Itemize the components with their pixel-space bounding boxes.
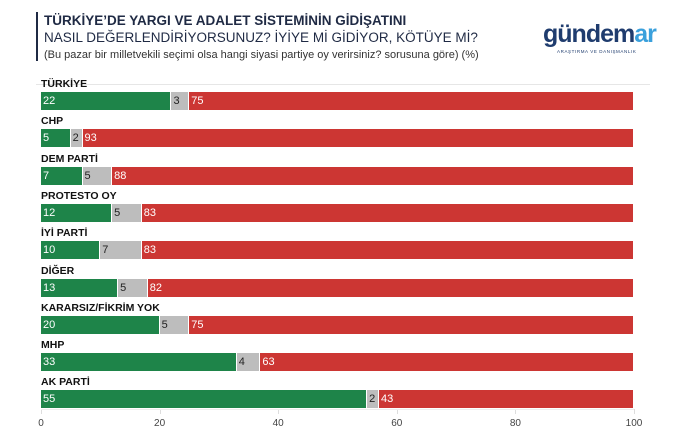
gundemar-logo: gündemar ARAŞTIRMA VE DANIŞMANLIK [543, 20, 657, 54]
chart-header: TÜRKİYE’DE YARGI VE ADALET SİSTEMİNİN Gİ… [36, 12, 524, 61]
x-tick-mark [41, 409, 42, 414]
bar-neutral: 2 [70, 129, 82, 148]
bar-negative: 75 [189, 92, 633, 110]
bar-neutral: 5 [118, 278, 147, 297]
category-label: CHP [41, 115, 64, 128]
x-tick-mark [159, 409, 161, 414]
x-tick-label: 0 [38, 418, 44, 429]
bar-positive: 12 [41, 203, 112, 222]
category-label: İYİ PARTİ [41, 227, 88, 240]
title-bold: TÜRKİYE’DE YARGI VE ADALET SİSTEMİNİN Gİ… [44, 13, 407, 28]
bar-negative: 83 [141, 203, 633, 222]
bar-negative: 63 [260, 353, 633, 372]
chart-subtitle: (Bu pazar bir milletvekili seçimi olsa h… [44, 49, 479, 61]
logo-main: gündem [543, 20, 635, 48]
category-label: KARARSIZ/FİKRİM YOK [41, 301, 160, 314]
x-tick-mark [278, 409, 280, 414]
header-divider [36, 84, 650, 85]
category-label: TÜRKİYE [41, 78, 88, 90]
x-axis [41, 409, 634, 410]
bar-negative: 43 [379, 390, 633, 409]
bar-neutral: 4 [236, 353, 260, 372]
bar-negative: 82 [147, 278, 633, 297]
x-tick-mark [396, 409, 398, 414]
title-rest: NASIL DEĞERLENDİRİYORSUNUZ? İYİYE Mİ GİD… [44, 30, 478, 45]
bar-positive: 55 [41, 390, 367, 409]
bar-neutral: 5 [82, 166, 112, 185]
bar-neutral: 5 [159, 315, 189, 334]
bar-positive: 7 [41, 166, 82, 185]
bar-negative: 83 [141, 241, 633, 260]
bar-neutral: 7 [100, 241, 141, 260]
bar-negative: 93 [82, 129, 633, 148]
bar-positive: 20 [41, 315, 159, 334]
bar-neutral: 3 [171, 92, 189, 110]
bar-negative: 75 [189, 315, 633, 334]
x-tick-label: 100 [625, 418, 643, 429]
category-label: AK PARTİ [41, 376, 90, 389]
bar-positive: 13 [41, 278, 118, 297]
bar-negative: 88 [112, 166, 633, 185]
bar-positive: 22 [41, 92, 171, 110]
logo-tagline: ARAŞTIRMA VE DANIŞMANLIK [557, 49, 637, 54]
x-tick-label: 60 [391, 418, 403, 429]
bar-neutral: 5 [112, 203, 141, 222]
logo-accent: ar [634, 20, 657, 48]
bar-positive: 10 [41, 241, 100, 260]
x-tick-mark [634, 409, 635, 414]
chart-title: TÜRKİYE’DE YARGI VE ADALET SİSTEMİNİN Gİ… [44, 12, 524, 46]
category-label: MHP [41, 339, 65, 352]
x-tick-label: 40 [272, 418, 284, 429]
bar-positive: 5 [41, 129, 70, 148]
category-label: DEM PARTİ [41, 152, 98, 165]
x-tick-mark [515, 409, 517, 414]
x-tick-label: 20 [154, 418, 166, 429]
x-tick-label: 80 [509, 418, 521, 429]
bar-positive: 33 [41, 353, 236, 372]
category-label: DİĞER [41, 264, 75, 277]
bar-neutral: 2 [367, 390, 378, 409]
category-label: PROTESTO OY [41, 189, 117, 202]
